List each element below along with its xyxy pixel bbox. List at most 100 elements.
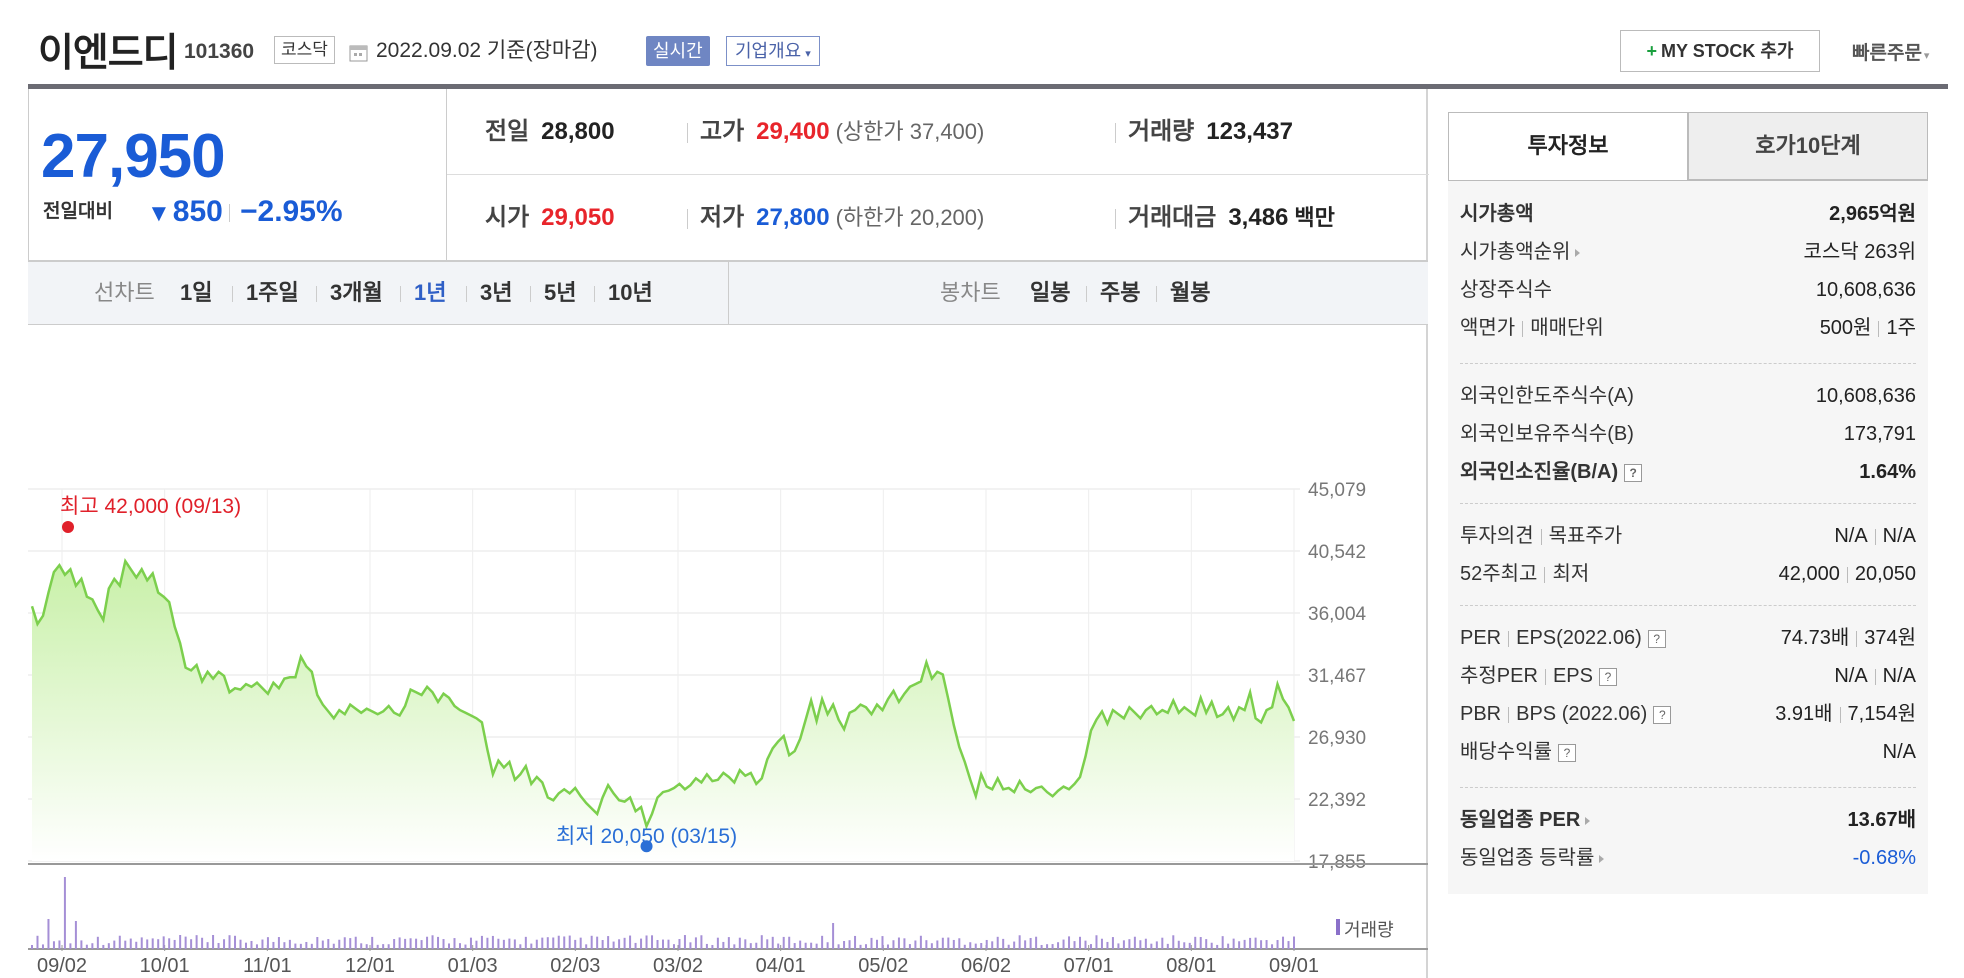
divider: [1460, 787, 1916, 788]
low-value: 27,800: [756, 204, 830, 231]
est-per-values: N/A N/A: [1834, 657, 1916, 695]
volume-bar: [760, 935, 763, 949]
help-icon[interactable]: ?: [1624, 463, 1643, 482]
period-selector: 선차트 1일 1주일 3개월 1년 3년 5년 10년 봉차트 일봉 주봉 월봉: [28, 261, 1428, 325]
help-icon[interactable]: ?: [1647, 629, 1666, 648]
volume-bar: [903, 938, 906, 949]
volume-bar: [936, 940, 939, 949]
volume-bar: [919, 935, 922, 949]
dividend-label: 배당수익률: [1460, 741, 1552, 763]
volume-bar: [1035, 936, 1038, 949]
volume-bar: [1073, 941, 1076, 949]
est-per-label: 추정PER: [1460, 665, 1538, 687]
sector-per-label: 동일업종 PER: [1460, 809, 1581, 831]
volume-bar: [1172, 935, 1175, 949]
volume-bar: [31, 945, 33, 949]
tab-order-book[interactable]: 호가10단계: [1688, 112, 1928, 180]
sector-change-row[interactable]: 동일업종 등락률 -0.68%: [1460, 839, 1916, 877]
volume-bar: [426, 936, 429, 949]
quick-order-button[interactable]: 빠른주문 ▾: [1852, 38, 1929, 65]
add-mystock-button[interactable]: + MY STOCK 추가: [1620, 30, 1820, 72]
add-mystock-label: MY STOCK 추가: [1661, 41, 1794, 61]
period-1y[interactable]: 1년: [414, 280, 447, 305]
company-overview-dropdown[interactable]: 기업개요 ▾: [726, 36, 820, 66]
volume-bar: [1128, 939, 1131, 949]
volume-bar: [519, 944, 522, 949]
x-tick-label: 11/01: [243, 955, 292, 977]
volume-bar: [618, 939, 621, 949]
volume-bar: [228, 935, 231, 949]
period-1w[interactable]: 1주일: [246, 280, 299, 305]
low52-value: 20,050: [1854, 563, 1916, 585]
volume-bar: [832, 923, 835, 949]
candle-monthly[interactable]: 월봉: [1170, 280, 1211, 305]
volume-bar: [843, 941, 846, 949]
volume-bar: [266, 937, 269, 949]
volume-bar: [1199, 937, 1202, 949]
candle-daily[interactable]: 일봉: [1030, 280, 1071, 305]
volume-bar: [640, 938, 643, 949]
volume-legend-swatch: [1336, 919, 1340, 935]
volume-bar: [1100, 938, 1103, 949]
volume-bar: [766, 939, 769, 949]
volume-bar: [694, 937, 697, 949]
volume-bar: [404, 938, 407, 949]
volume-bar: [777, 943, 780, 949]
help-icon[interactable]: ?: [1598, 667, 1617, 686]
volume-bar: [865, 944, 868, 949]
high-label: 최고 42,000 (09/13): [60, 495, 241, 518]
market-cap-label: 시가총액: [1460, 203, 1534, 225]
separator: [530, 286, 531, 302]
per-eps-labels: PER EPS(2022.06)?: [1460, 619, 1666, 657]
low-label: 저가: [700, 204, 745, 231]
volume-bar: [892, 940, 895, 949]
volume-bar: [930, 943, 933, 949]
market-cap-rank-row[interactable]: 시가총액순위 코스닥 263위: [1460, 233, 1916, 271]
rank-value: 코스닥 263위: [1803, 241, 1916, 263]
volume-bar: [239, 939, 242, 949]
line-chart-label: 선차트: [94, 280, 155, 305]
pbr-value: 3.91배: [1775, 703, 1833, 725]
volume-bar: [102, 944, 105, 949]
candle-weekly[interactable]: 주봉: [1100, 280, 1141, 305]
x-tick-label: 08/01: [1166, 955, 1216, 977]
lower-limit: (하한가 20,200): [835, 205, 985, 230]
volume-bar: [393, 939, 396, 949]
help-icon[interactable]: ?: [1653, 705, 1672, 724]
volume-bar: [524, 936, 527, 949]
volume-bar: [711, 944, 714, 949]
volume-bar: [1007, 944, 1010, 949]
high-value: 29,400: [756, 118, 830, 145]
volume-bar: [821, 935, 824, 949]
low-price: 저가 27,800 (하한가 20,200): [687, 175, 984, 261]
range-52w-values: 42,000 20,050: [1779, 555, 1916, 593]
price-chart[interactable]: 45,079 40,542 36,004 31,467 26,930 22,392 17,8…: [28, 349, 1428, 978]
separator: [1115, 122, 1116, 143]
period-5y[interactable]: 5년: [544, 280, 577, 305]
volume-bar: [36, 935, 39, 949]
help-icon[interactable]: ?: [1558, 743, 1576, 762]
period-3m[interactable]: 3개월: [330, 280, 383, 305]
period-10y[interactable]: 10년: [608, 280, 653, 305]
sector-per-row[interactable]: 동일업종 PER 13.67배: [1460, 801, 1916, 839]
volume-bar: [568, 935, 571, 949]
chevron-down-icon: ▾: [805, 48, 811, 60]
volume-bar: [980, 943, 983, 949]
volume-bar: [201, 937, 204, 949]
volume-bar: [782, 936, 785, 949]
volume-bar: [508, 938, 511, 949]
period-3y[interactable]: 3년: [480, 280, 513, 305]
volume-bar: [886, 944, 889, 949]
volume-bar: [535, 939, 538, 949]
volume-bar: [502, 939, 505, 949]
volume-bar: [590, 935, 593, 949]
separator: [1544, 566, 1546, 583]
tab-investment-info[interactable]: 투자정보: [1448, 112, 1688, 180]
volume-bar: [870, 937, 873, 949]
market-cap-value: 2,965억원: [1829, 203, 1916, 225]
volume-bar: [212, 935, 215, 949]
y-tick-label: 36,004: [1308, 604, 1367, 625]
unit-label: 매매단위: [1530, 317, 1604, 339]
realtime-button[interactable]: 실시간: [646, 36, 710, 66]
period-1d[interactable]: 1일: [180, 280, 213, 305]
